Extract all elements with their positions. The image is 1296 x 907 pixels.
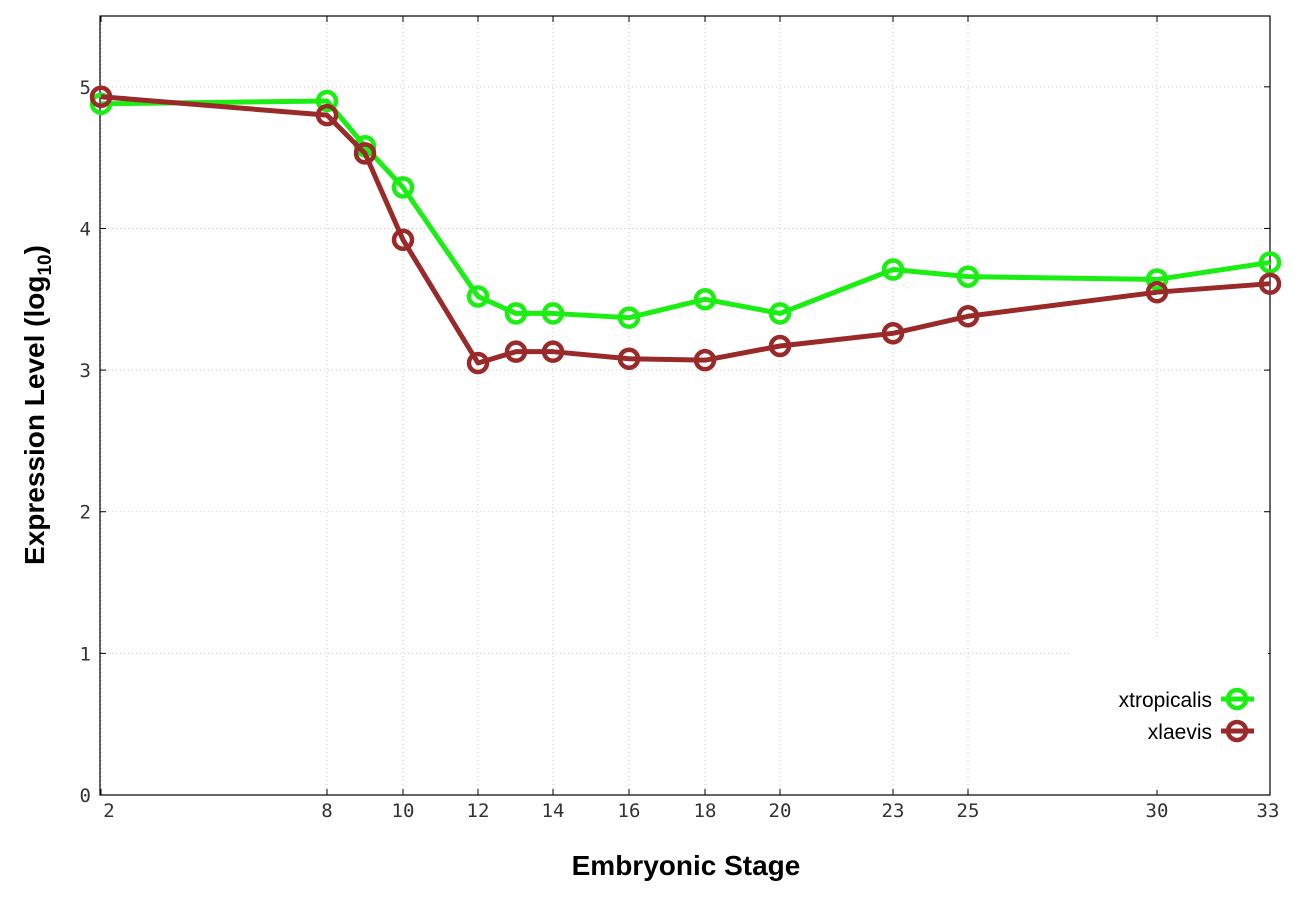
x-tick-labels: 2 8 10 12 14 16 18 20 23 25 30 33 [103, 800, 1279, 822]
data-point-xtropicalis [89, 92, 113, 116]
data-point-xlaevis [466, 351, 490, 375]
y-tick-label: 2 [80, 502, 91, 524]
data-point-xlaevis [1145, 280, 1169, 304]
data-point-xlaevis [89, 85, 113, 108]
legend-marker-xtropicalis [1225, 687, 1249, 711]
data-point-xlaevis [693, 348, 717, 372]
data-point-xtropicalis [956, 265, 980, 288]
data-point-xtropicalis [693, 288, 717, 311]
y-axis-title: Expression Level (log10) [19, 245, 56, 565]
plot-frame [99, 15, 1271, 796]
x-tick-label: 23 [882, 800, 905, 822]
data-point-xlaevis [768, 334, 792, 358]
legend-marker-xlaevis [1225, 719, 1249, 743]
data-point-xtropicalis [504, 302, 528, 325]
x-tick-label: 8 [321, 800, 332, 822]
x-tick-label: 10 [392, 800, 415, 822]
data-point-xtropicalis [1258, 251, 1282, 274]
y-tick-label: 0 [80, 785, 91, 807]
y-tick-label: 5 [80, 77, 91, 99]
x-tick-label: 30 [1146, 800, 1169, 822]
data-point-xtropicalis [1145, 268, 1169, 291]
y-tick-label: 4 [80, 218, 91, 240]
legend-label-xlaevis: xlaevis [1148, 721, 1212, 744]
series-line-xtropicalis [100, 98, 1271, 321]
x-axis-title: Embryonic Stage [572, 850, 801, 881]
x-tick-label: 16 [618, 800, 641, 822]
data-point-xlaevis [353, 142, 377, 165]
legend: xtropicalis xlaevis [1119, 687, 1254, 744]
y-axis-title-close: ) [19, 245, 50, 254]
data-point-xtropicalis [315, 89, 339, 113]
x-tick-label: 12 [467, 800, 490, 822]
data-point-xlaevis [881, 322, 905, 345]
data-point-xlaevis [617, 347, 641, 371]
x-tick-label: 2 [103, 800, 114, 822]
data-point-xlaevis [1258, 272, 1282, 295]
x-tick-label: 20 [769, 800, 792, 822]
y-tick-label: 3 [80, 360, 91, 382]
data-point-xlaevis [504, 340, 528, 363]
data-point-xtropicalis [541, 302, 565, 325]
series-lines [89, 85, 1282, 375]
grid-lines [100, 16, 1270, 795]
y-tick-labels: 0 1 2 3 4 5 [80, 77, 91, 807]
x-tick-label: 14 [542, 800, 565, 822]
y-axis-title-subscript: 10 [35, 254, 56, 275]
data-point-xlaevis [315, 103, 339, 127]
x-tick-label: 33 [1257, 800, 1280, 822]
x-tick-label: 18 [694, 800, 717, 822]
data-point-xtropicalis [768, 302, 792, 325]
data-point-xtropicalis [881, 258, 905, 281]
y-axis-title-main: Expression Level (log [19, 276, 50, 565]
series-line-xlaevis [100, 94, 1271, 366]
data-point-xtropicalis [617, 306, 641, 329]
data-point-xtropicalis [466, 285, 490, 308]
y-tick-label: 1 [80, 643, 91, 665]
legend-background [1072, 640, 1268, 790]
data-point-xlaevis [956, 305, 980, 328]
x-tick-label: 25 [957, 800, 980, 822]
legend-label-xtropicalis: xtropicalis [1119, 689, 1212, 712]
data-point-xlaevis [541, 340, 565, 363]
data-point-xlaevis [391, 228, 415, 252]
data-point-xtropicalis [391, 176, 415, 199]
